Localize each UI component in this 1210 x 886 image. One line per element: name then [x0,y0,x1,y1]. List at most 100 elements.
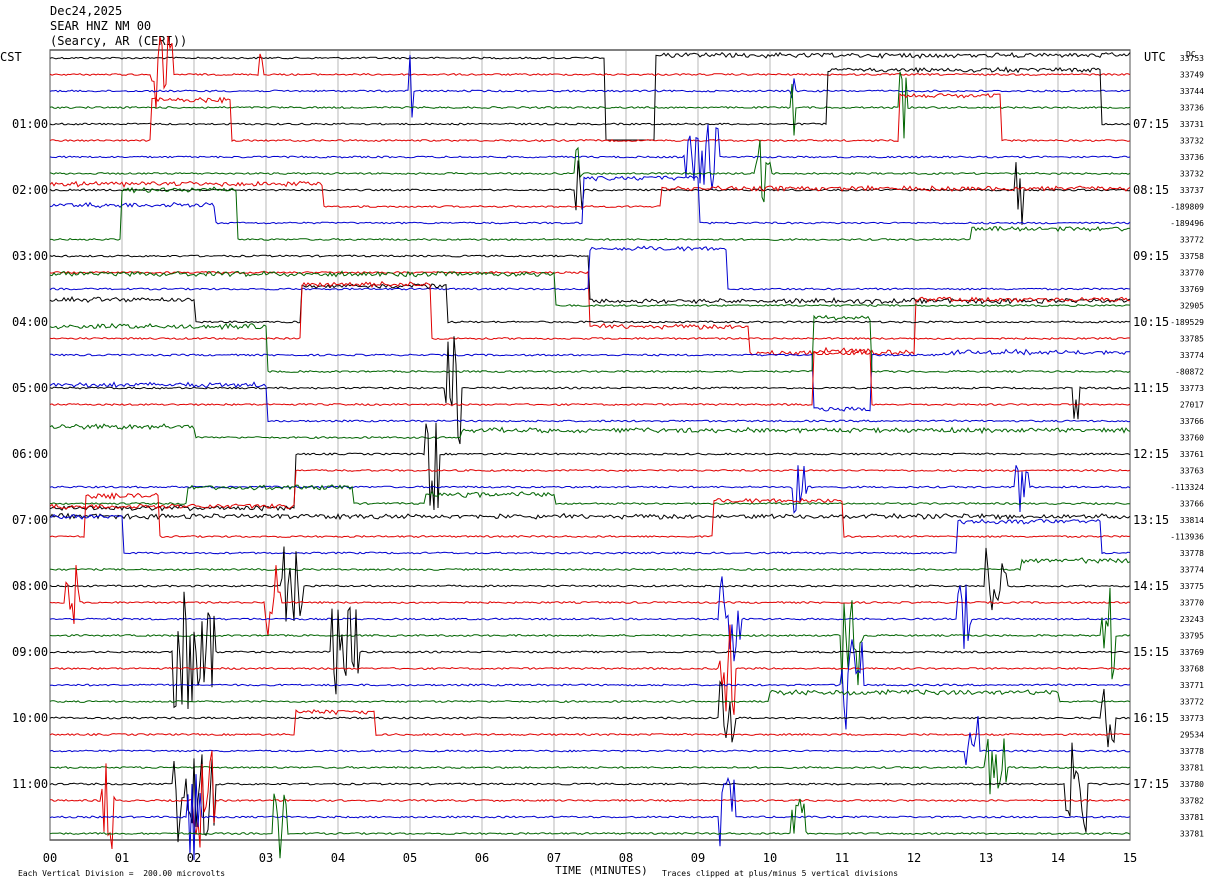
utc-hour-label: 11:15 [1133,381,1169,395]
trace-row [49,774,1131,861]
left-timezone-label: CST [0,50,22,64]
dc-offset-label: 33772 [1180,236,1204,245]
dc-offset-label: -189529 [1170,318,1204,327]
utc-hour-label: 16:15 [1133,711,1169,725]
trace-row [49,35,1131,109]
x-tick-label: 13 [979,851,993,865]
dc-offset-label: 33769 [1180,285,1204,294]
dc-offset-label: 33780 [1180,780,1204,789]
dc-offset-label: 33736 [1180,104,1204,113]
trace-row [49,124,1131,190]
x-tick-label: 12 [907,851,921,865]
trace-row [49,469,1131,510]
trace-row [49,465,1131,514]
dc-offset-label: 33785 [1180,335,1204,344]
dc-offset-label: 33781 [1180,764,1204,773]
trace-row [49,175,1131,225]
trace-row [49,423,1131,439]
dc-offset-label: 33732 [1180,170,1204,179]
x-tick-label: 04 [331,851,345,865]
trace-row [49,283,1131,324]
trace-row [49,314,1131,374]
cst-hour-label: 01:00 [12,117,48,131]
x-tick-label: 14 [1051,851,1065,865]
utc-hour-label: 10:15 [1133,315,1169,329]
trace-row [49,639,1131,730]
dc-offset-label: 33769 [1180,648,1204,657]
trace-row [49,381,1131,423]
dc-offset-label: 33781 [1180,830,1204,839]
dc-offset-label: 33814 [1180,516,1204,525]
x-tick-label: 08 [619,851,633,865]
cst-hour-label: 03:00 [12,249,48,263]
trace-row [49,624,1131,715]
x-tick-label: 03 [259,851,273,865]
trace-row [49,346,1131,406]
trace-row [49,336,1131,445]
dc-offset-label: 33775 [1180,582,1204,591]
cst-hour-label: 08:00 [12,579,48,593]
dc-offset-label: 33773 [1180,714,1204,723]
dc-offset-label: 29534 [1180,731,1204,740]
trace-row [49,512,1131,521]
trace-row [49,254,1131,305]
dc-offset-label: 33749 [1180,71,1204,80]
trace-row [50,186,1131,241]
trace-row [49,591,1130,710]
dc-offset-label: 33778 [1180,549,1204,558]
header-station: SEAR HNZ NM 00 [50,19,152,33]
utc-hour-label: 09:15 [1133,249,1169,263]
utc-hour-label: 15:15 [1133,645,1169,659]
x-tick-label: 01 [115,851,129,865]
grid-lines [49,50,1131,840]
dc-offset-label: 33781 [1180,813,1204,822]
cst-hour-label: 09:00 [12,645,48,659]
dc-offset-label: 33753 [1180,54,1204,63]
trace-row [49,71,1131,139]
x-tick-label: 00 [43,851,57,865]
dc-offset-label: 33770 [1180,269,1204,278]
x-tick-label: 09 [691,851,705,865]
trace-row [49,688,1131,703]
dc-offset-label: 33795 [1180,632,1204,641]
trace-row [49,51,1131,141]
dc-offset-label: -113324 [1170,483,1204,492]
dc-offset-label: 33758 [1180,252,1204,261]
x-tick-label: 07 [547,851,561,865]
dc-offset-label: 33768 [1180,665,1204,674]
dc-label: DC [1186,50,1196,59]
dc-offset-label: 33771 [1180,681,1204,690]
dc-offset-label: 33744 [1180,87,1204,96]
trace-row [49,92,1131,142]
trace-row [49,546,1131,622]
dc-offset-label: -189496 [1170,219,1204,228]
x-tick-label: 02 [187,851,201,865]
right-timezone-label: UTC [1144,50,1166,64]
trace-row [49,587,1131,686]
trace-row [49,513,1131,555]
dc-offset-label: 32905 [1180,302,1204,311]
trace-row [49,270,1131,356]
trace-row [49,55,1131,118]
dc-offset-label: 33760 [1180,434,1204,443]
axis-labels: 00 01 02 03 04 05 06 07 08 09 10 11 12 13 14 15 33753 337… [12,54,1204,865]
x-tick-label: 11 [835,851,849,865]
dc-offset-label: -80872 [1175,368,1204,377]
dc-offset-label: 33766 [1180,417,1204,426]
dc-offset-label: -189809 [1170,203,1204,212]
trace-row [49,139,1131,203]
dc-offset-label: 33770 [1180,599,1204,608]
trace-row [49,484,1131,506]
seismic-traces [49,35,1131,861]
dc-offset-label: 33773 [1180,384,1204,393]
cst-hour-label: 06:00 [12,447,48,461]
clip-note: Traces clipped at plus/minus 5 vertical … [662,869,899,878]
dc-offset-label: 33763 [1180,467,1204,476]
utc-hour-label: 07:15 [1133,117,1169,131]
trace-row [49,422,1131,512]
x-tick-label: 10 [763,851,777,865]
utc-hour-label: 08:15 [1133,183,1169,197]
dc-offset-label: -113936 [1170,533,1204,542]
trace-row [49,680,1131,748]
